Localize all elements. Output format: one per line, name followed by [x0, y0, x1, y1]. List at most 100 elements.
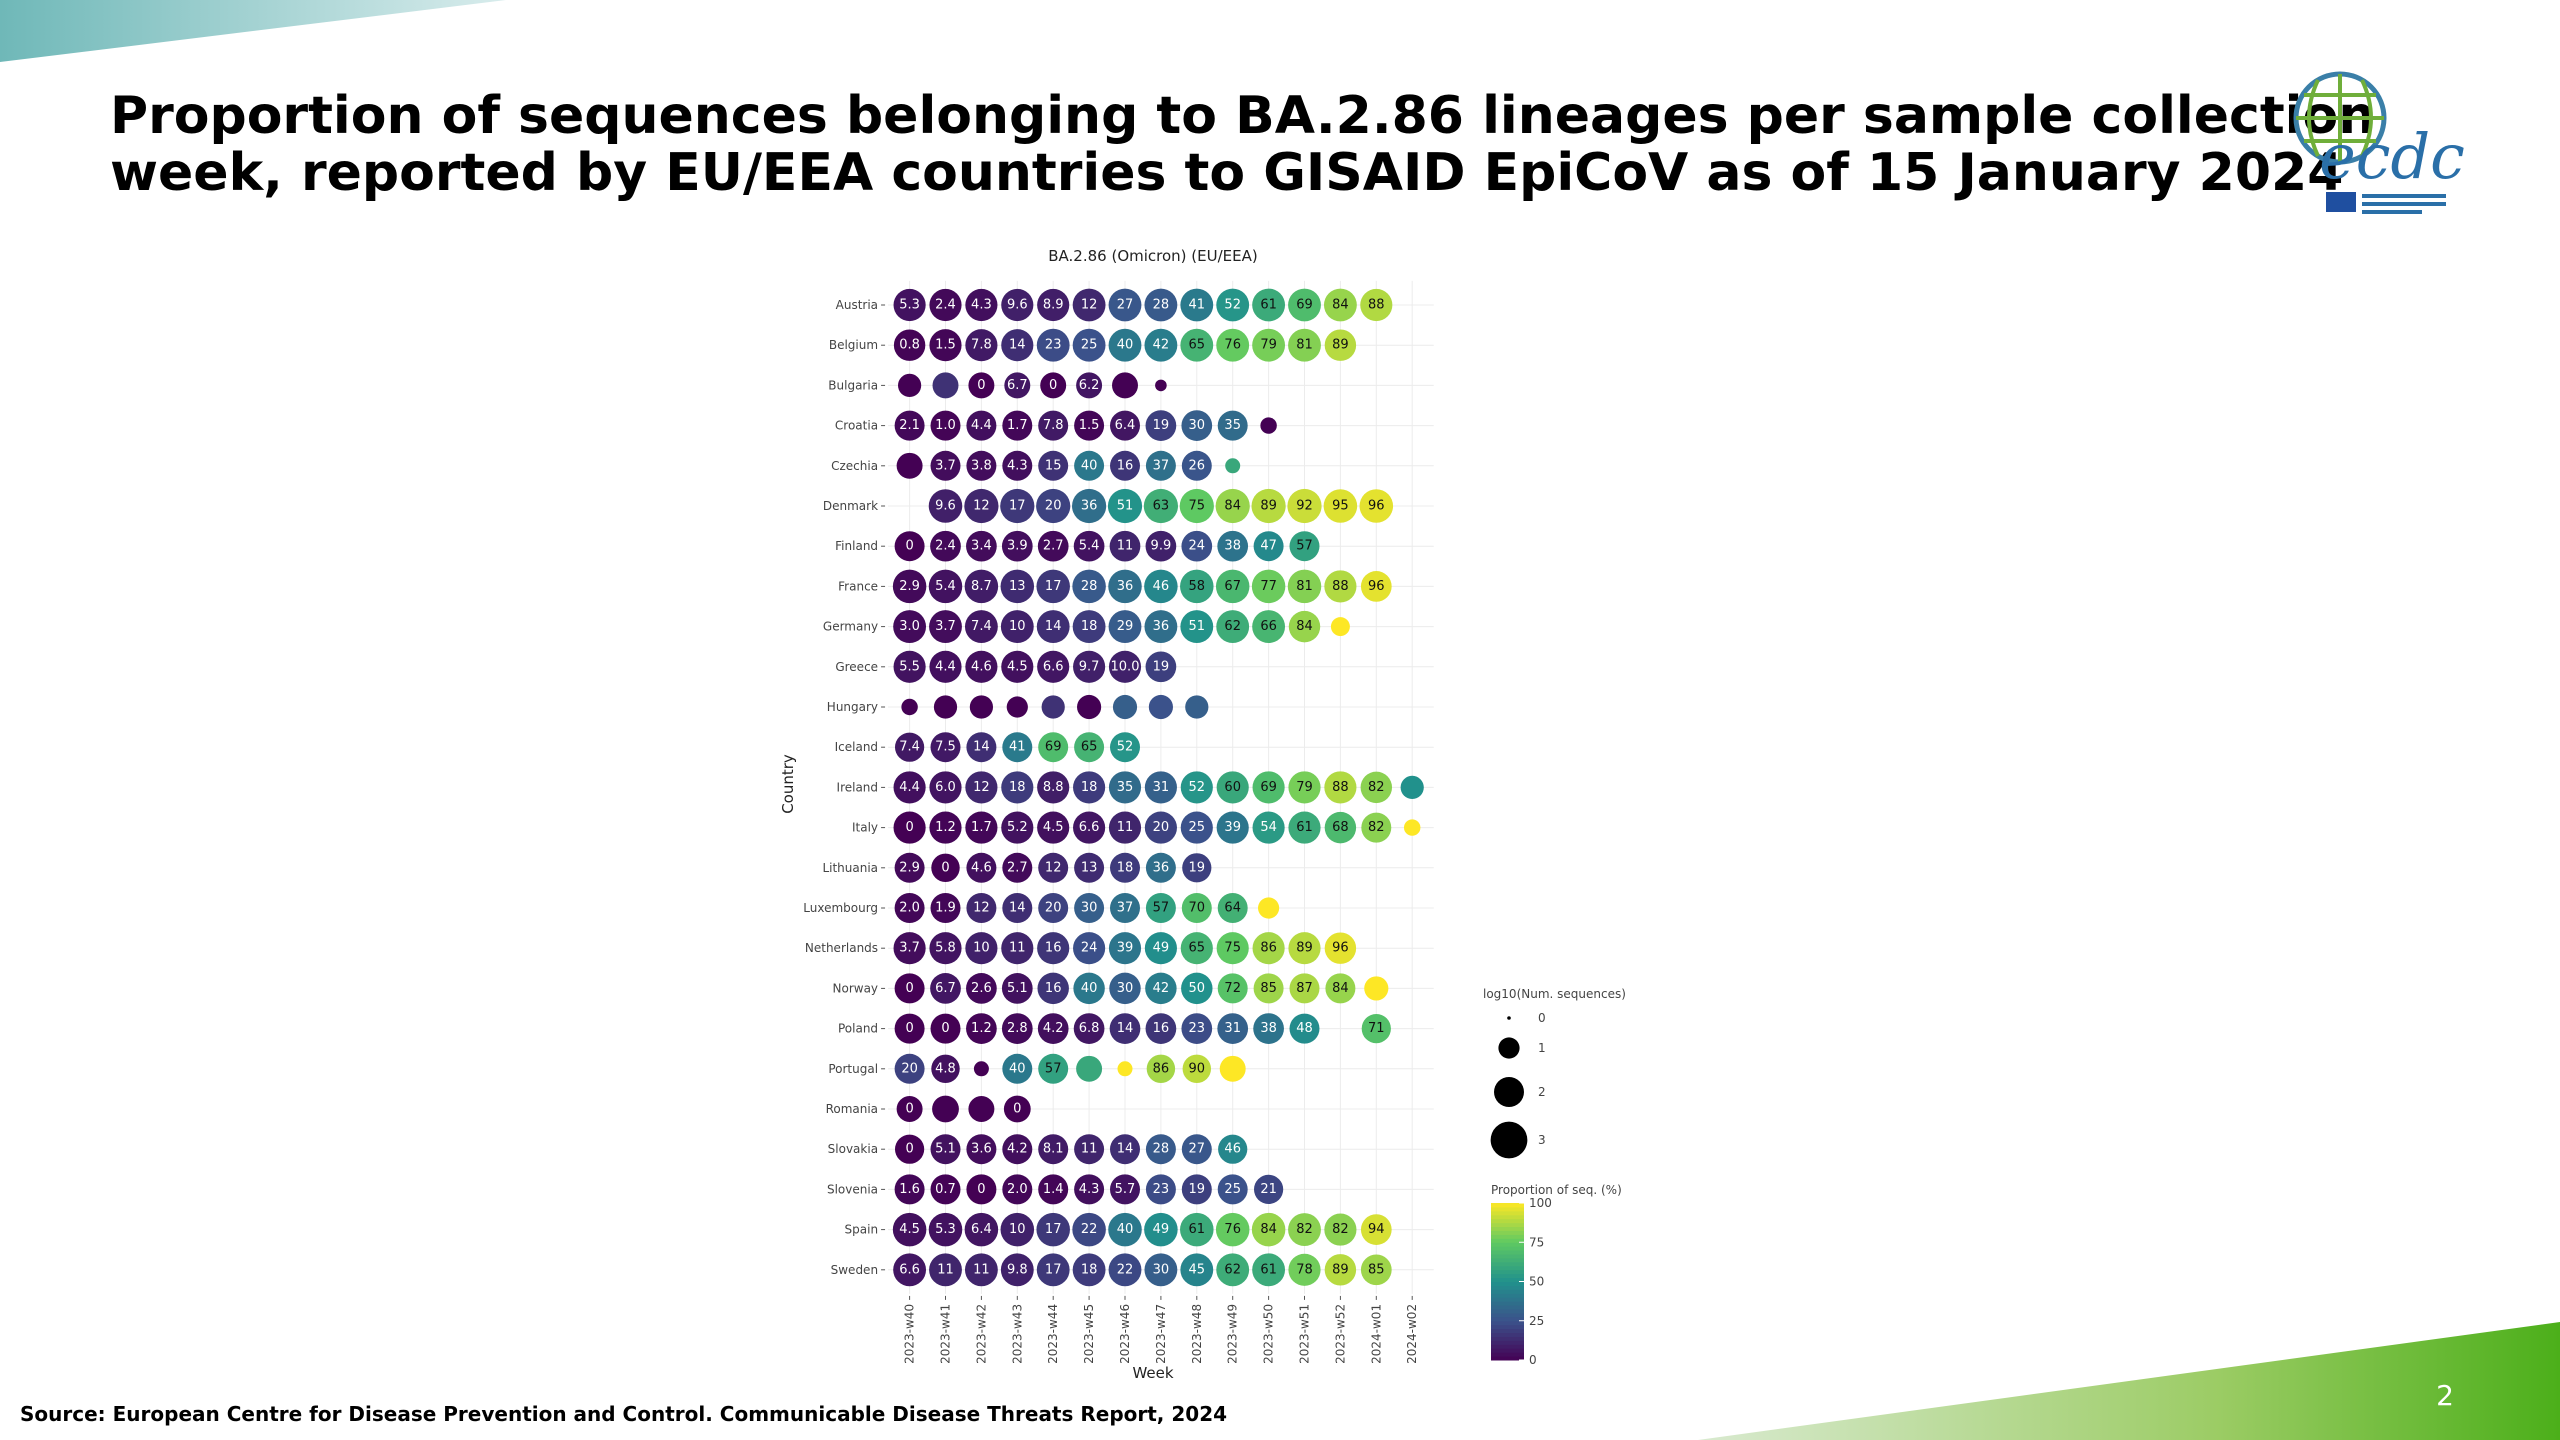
logo-text: ecdc: [2319, 120, 2465, 193]
bubble-label: 30: [1189, 418, 1206, 433]
bubble: [930, 450, 961, 481]
bubble: [965, 288, 998, 322]
bubble-label: 6.4: [1115, 418, 1136, 433]
bubble-label: 41: [1189, 298, 1206, 313]
bubble: [1109, 972, 1141, 1005]
bubble: [892, 569, 927, 604]
bubble-label: 4.2: [1043, 1021, 1064, 1036]
colorbar-segment: [1491, 1261, 1524, 1267]
bubble: [930, 732, 961, 763]
colorbar-segment: [1491, 1356, 1524, 1361]
bubble-label: 36: [1153, 860, 1170, 875]
bubble-label: 4.3: [1007, 458, 1028, 473]
bubble-label: 69: [1296, 298, 1313, 313]
bubble-label: 30: [1081, 901, 1098, 916]
bubble-label: 4.4: [971, 418, 992, 433]
bubble: [964, 569, 999, 604]
bubble: [1000, 610, 1034, 644]
bubble-label: 90: [1189, 1061, 1206, 1076]
bubble: [969, 695, 994, 719]
bubble-label: 78: [1296, 1262, 1313, 1277]
bubble: [1037, 811, 1070, 844]
bubble-label: 30: [1153, 1262, 1170, 1277]
bubble: [1001, 530, 1033, 562]
bubble: [966, 893, 997, 923]
bubble: [928, 489, 963, 523]
bubble-label: 27: [1189, 1142, 1206, 1157]
bubble-label: 5.3: [899, 298, 920, 313]
bubble-label: 75: [1224, 941, 1241, 956]
bubble-label: 87: [1296, 981, 1313, 996]
bubble-label: 69: [1260, 780, 1277, 795]
bubble-label: 12: [973, 499, 990, 514]
bubble: [894, 1134, 925, 1164]
y-tick-label: Slovakia: [828, 1142, 878, 1156]
bubble: [1181, 1174, 1212, 1205]
bubble-label: 36: [1081, 499, 1098, 514]
bubble-label: 60: [1224, 780, 1241, 795]
bubble: [893, 329, 926, 361]
bubble: [1036, 569, 1070, 604]
bubble-label: 3.7: [935, 619, 956, 634]
bubble: [929, 1253, 962, 1287]
bubble-label: 4.3: [971, 298, 992, 313]
bubble: [1074, 1134, 1105, 1165]
bubble: [1072, 569, 1106, 604]
y-tick-label: Iceland: [835, 740, 878, 754]
bubble-label: 12: [973, 901, 990, 916]
bubble: [1074, 1174, 1105, 1205]
bubble: [1040, 372, 1067, 399]
bubble: [1110, 732, 1140, 763]
bubble-label: 16: [1045, 981, 1062, 996]
bubble-label: 45: [1189, 1262, 1206, 1277]
bubble: [929, 932, 962, 965]
bubble-label: 52: [1117, 740, 1134, 755]
x-tick-label: 2023-w45: [1082, 1304, 1096, 1364]
bubble: [1145, 530, 1177, 562]
colorbar-segment: [1491, 1332, 1524, 1337]
bubble: [901, 698, 918, 716]
bubble-label: 16: [1153, 1021, 1170, 1036]
bubble: [1077, 694, 1102, 720]
bubble-label: 77: [1260, 579, 1277, 594]
bubble: [894, 1013, 925, 1044]
bubble: [893, 811, 926, 844]
bubble: [1037, 530, 1069, 562]
bubble: [1185, 695, 1209, 719]
bubble: [1288, 288, 1321, 322]
bubble-label: 28: [1081, 579, 1098, 594]
bubble: [1180, 569, 1214, 604]
bubble: [1143, 488, 1178, 524]
bubble-label: 6.8: [1079, 1021, 1100, 1036]
bubble: [931, 1054, 960, 1084]
bubble-label: 38: [1224, 539, 1241, 554]
bubble: [929, 650, 962, 683]
bubble-label: 1.7: [971, 820, 992, 835]
bubble-label: 76: [1224, 338, 1241, 353]
y-axis-title: Country: [779, 754, 797, 814]
colorbar-segment: [1491, 1234, 1524, 1239]
bubble-label: 5.1: [1007, 981, 1028, 996]
colorbar-segment: [1491, 1297, 1524, 1302]
bubble: [1155, 379, 1167, 392]
bubble-label: 0: [905, 981, 913, 996]
bubble-label: 17: [1045, 579, 1062, 594]
bubble: [894, 973, 925, 1004]
colorbar-segment: [1491, 1242, 1524, 1247]
bubble: [1110, 893, 1140, 923]
bubble: [1288, 932, 1321, 965]
bubble: [1110, 852, 1140, 883]
bubble: [1180, 811, 1213, 844]
bubble-label: 89: [1332, 1262, 1349, 1277]
bubble-label: 62: [1224, 619, 1241, 634]
bubble: [1108, 932, 1142, 965]
bubble: [965, 771, 998, 804]
y-tick-label: Poland: [838, 1022, 878, 1036]
colorbar-segment: [1491, 1301, 1524, 1306]
bubble-label: 6.2: [1079, 378, 1100, 393]
bubble: [894, 1174, 925, 1205]
colorbar-tick-label: 50: [1529, 1275, 1544, 1289]
bubble: [1217, 410, 1248, 441]
y-tick-label: Germany: [823, 620, 878, 634]
bubble: [1109, 1013, 1141, 1044]
